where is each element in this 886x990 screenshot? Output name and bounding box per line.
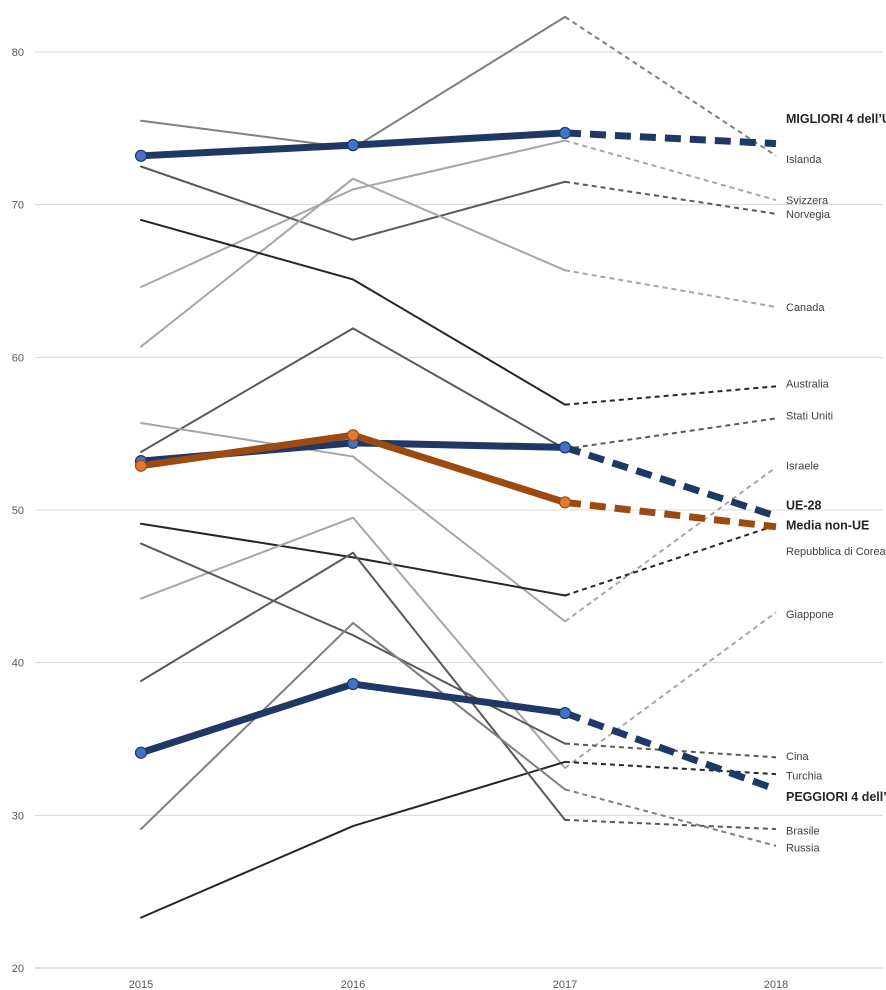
x-tick-label: 2015: [129, 979, 153, 990]
label-brasile: Brasile: [786, 826, 820, 838]
y-tick-label: 60: [12, 352, 24, 364]
series-projection-russia: [564, 788, 777, 847]
series-projection-repubblica-di-corea: [564, 524, 777, 597]
series-projection-giappone: [564, 611, 777, 769]
series-projection-brasile: [564, 818, 777, 831]
y-tick-label: 30: [12, 810, 24, 822]
y-axis: 20 30 40 50 60 70 80: [12, 47, 24, 975]
series-line-cina: [140, 542, 566, 745]
series-projection-media-non-ue: [564, 498, 777, 531]
series-line-israele: [140, 421, 566, 623]
x-tick-label: 2017: [553, 979, 577, 990]
series-markers: [134, 126, 572, 759]
series-line-canada: [140, 177, 566, 348]
series-point-media-non-ue-2017: [558, 496, 572, 509]
series-labels: MIGLIORI 4 dell’UE Islanda Svizzera Norvegi…: [786, 112, 886, 854]
y-tick-label: 40: [12, 658, 24, 670]
label-media-non-ue: Media non-UE: [786, 518, 869, 532]
label-australia: Australia: [786, 378, 830, 390]
label-stati-uniti: Stati Uniti: [786, 410, 833, 422]
label-ue-28: UE-28: [786, 498, 821, 512]
series-line-giappone: [140, 516, 566, 770]
series-projection-australia: [564, 385, 777, 406]
series-point-ue-28-2017: [558, 441, 572, 454]
label-peggiori-4-dellue: PEGGIORI 4 dell’UE: [786, 790, 886, 804]
series-projection-israele: [564, 466, 777, 623]
series-projection-canada: [564, 269, 777, 308]
series-line-russia: [140, 621, 566, 831]
label-giappone: Giappone: [786, 609, 834, 621]
series-line-svizzera: [140, 139, 566, 289]
label-repubblica-di-corea: Repubblica di Corea: [786, 546, 886, 558]
series-projection-islanda: [564, 16, 777, 157]
x-tick-label: 2018: [764, 979, 788, 990]
gridlines: [35, 51, 883, 969]
series-point-migliori-4-dellue-2017: [558, 126, 572, 140]
label-russia: Russia: [786, 842, 821, 854]
series-point-migliori-4-dellue-2016: [346, 139, 360, 152]
x-tick-label: 2016: [341, 979, 365, 990]
series-line-islanda: [140, 15, 566, 150]
series-projection-svizzera: [564, 139, 777, 202]
series-line-norvegia: [140, 165, 566, 241]
series-line-repubblica-di-corea: [140, 522, 566, 597]
series-projection-stati-uniti: [564, 417, 777, 450]
series-line-stati-uniti: [140, 327, 566, 453]
series-line-brasile: [140, 551, 566, 821]
series-point-media-non-ue-2016: [346, 429, 360, 442]
series-point-peggiori-4-dellue-2016: [346, 677, 360, 691]
series-projection-ue-28: [563, 444, 778, 520]
y-tick-label: 80: [12, 47, 24, 59]
label-svizzera: Svizzera: [786, 195, 829, 207]
series-projection-peggiori-4-dellue: [563, 709, 778, 793]
series-projection-norvegia: [564, 180, 777, 215]
label-migliori-4-dellue: MIGLIORI 4 dell’UE: [786, 112, 886, 126]
label-islanda: Islanda: [786, 154, 822, 166]
series-point-peggiori-4-dellue-2017: [558, 706, 572, 720]
series-projection-migliori-4-dellue: [564, 129, 777, 148]
y-tick-label: 70: [12, 200, 24, 212]
label-norvegia: Norvegia: [786, 209, 831, 221]
series-line-turchia: [140, 760, 566, 919]
series-point-peggiori-4-dellue-2015: [134, 746, 148, 759]
label-israele: Israele: [786, 461, 819, 473]
label-canada: Canada: [786, 302, 825, 314]
series-projection-turchia: [564, 760, 777, 776]
label-cina: Cina: [786, 751, 810, 763]
series-point-media-non-ue-2015: [134, 459, 148, 472]
label-turchia: Turchia: [786, 771, 823, 783]
series-point-migliori-4-dellue-2015: [134, 149, 148, 162]
y-tick-label: 20: [12, 963, 24, 975]
x-axis: 2015 2016 2017 2018: [129, 979, 788, 990]
y-tick-label: 50: [12, 505, 24, 517]
series-line-australia: [140, 218, 566, 406]
series-lines: [137, 15, 778, 919]
